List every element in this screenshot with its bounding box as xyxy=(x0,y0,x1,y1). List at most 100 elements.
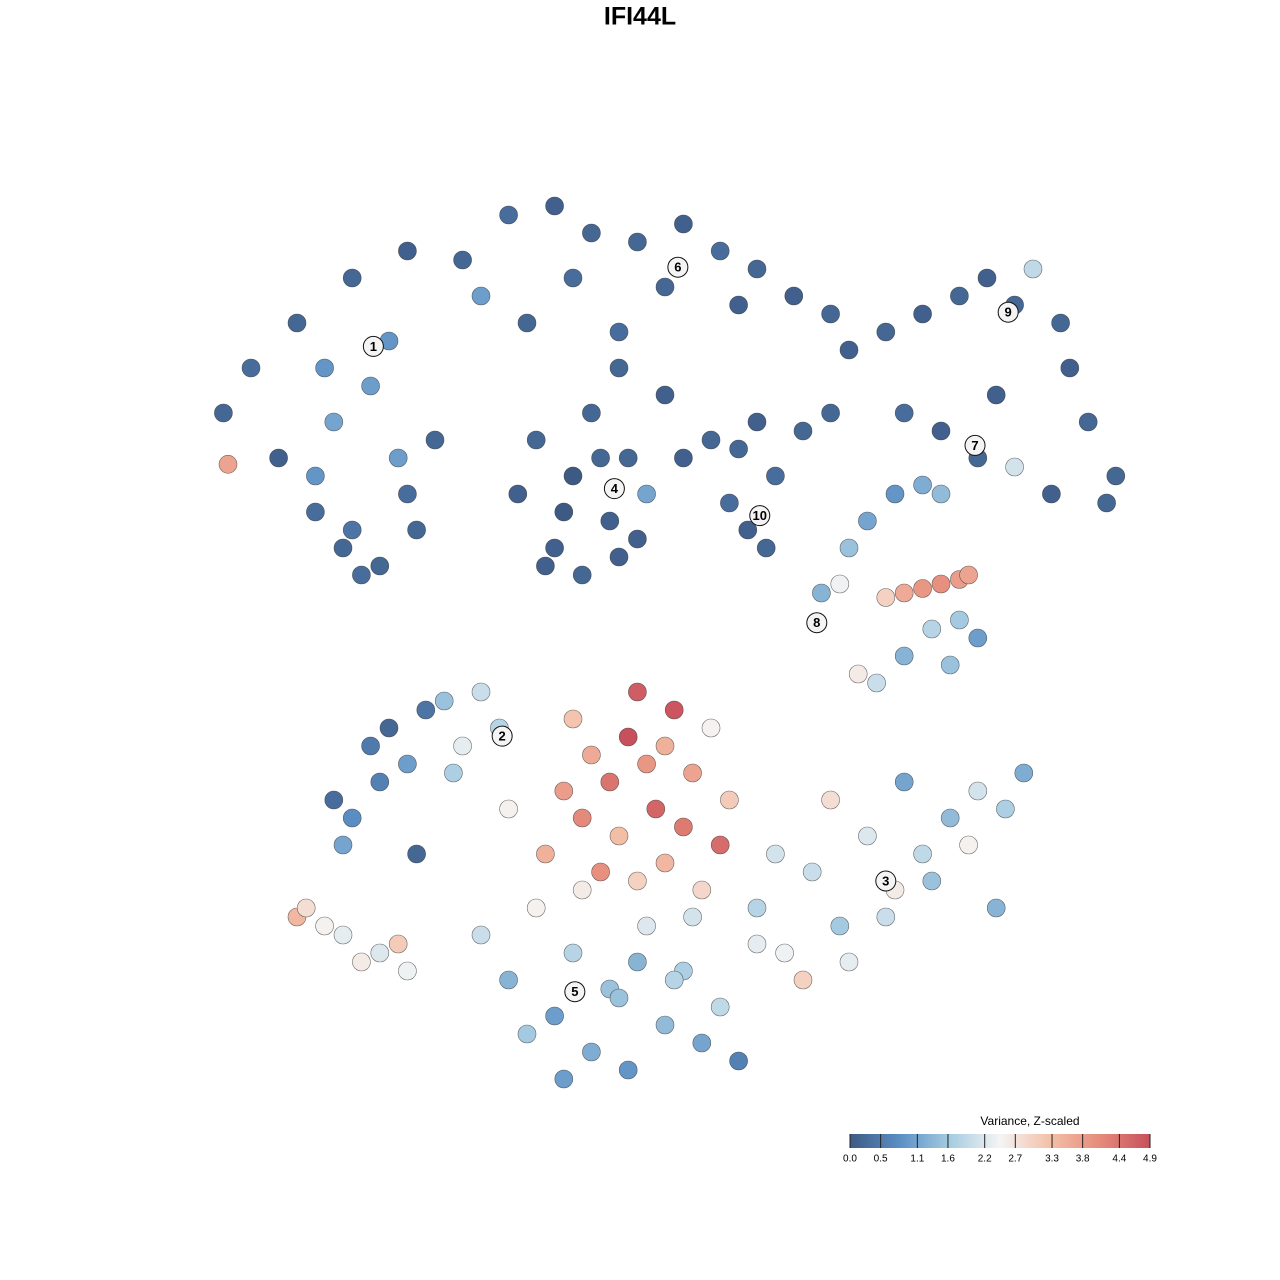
point xyxy=(968,781,988,801)
colorbar-tick-label: 0.0 xyxy=(843,1154,857,1165)
point xyxy=(821,790,840,810)
point xyxy=(885,484,905,504)
point xyxy=(655,1015,675,1035)
point xyxy=(931,484,951,504)
point xyxy=(499,970,518,990)
point xyxy=(1106,466,1126,486)
point xyxy=(628,529,647,549)
point xyxy=(628,871,647,891)
cluster-label: 7 xyxy=(971,438,978,453)
point xyxy=(729,439,748,459)
point xyxy=(379,718,399,738)
point xyxy=(664,700,684,720)
point xyxy=(517,1024,537,1044)
point xyxy=(269,448,288,468)
point xyxy=(591,448,610,468)
point xyxy=(729,295,748,315)
point xyxy=(913,304,932,324)
colorbar-tick-label: 4.9 xyxy=(1143,1154,1157,1165)
point xyxy=(628,952,647,972)
cluster-badge xyxy=(564,981,586,1003)
point xyxy=(526,898,546,918)
point xyxy=(342,520,362,540)
point xyxy=(306,502,325,522)
point xyxy=(618,1060,638,1080)
point xyxy=(664,970,684,990)
point xyxy=(839,340,859,360)
point xyxy=(398,484,417,504)
colorbar-tick-label: 3.8 xyxy=(1076,1154,1090,1165)
point xyxy=(554,781,574,801)
point xyxy=(517,313,537,333)
point xyxy=(710,997,730,1017)
cluster-badge xyxy=(875,870,897,892)
point xyxy=(913,844,932,864)
point xyxy=(986,898,1006,918)
point xyxy=(802,862,822,882)
colorbar: Variance, Z-scaled 0.0 0.5 1.1 1.6 2.2 2.7 3.3 3… xyxy=(843,1114,1157,1164)
point xyxy=(508,484,528,504)
point xyxy=(1097,493,1116,513)
point xyxy=(499,799,518,819)
point xyxy=(600,772,620,792)
point xyxy=(747,412,767,432)
point xyxy=(398,754,417,774)
colorbar-tick-label: 4.4 xyxy=(1112,1154,1126,1165)
point xyxy=(563,709,583,729)
point xyxy=(554,1069,574,1089)
point xyxy=(913,579,932,598)
point xyxy=(756,538,776,558)
point xyxy=(986,385,1006,405)
point xyxy=(821,304,840,324)
point xyxy=(793,970,813,990)
point xyxy=(609,322,629,342)
cluster-badge xyxy=(806,612,828,634)
point xyxy=(407,844,426,864)
point xyxy=(793,421,813,441)
point xyxy=(784,286,804,306)
point xyxy=(471,682,491,702)
cluster-label: 8 xyxy=(813,615,820,630)
point xyxy=(342,268,362,288)
point xyxy=(894,646,914,666)
cluster-label: 6 xyxy=(674,260,681,275)
colorbar-gradient xyxy=(850,1134,1150,1148)
point xyxy=(554,502,574,522)
point xyxy=(959,565,978,585)
cluster-badge xyxy=(362,335,384,357)
point xyxy=(582,745,601,765)
point xyxy=(582,403,601,423)
cluster-badge xyxy=(491,725,513,747)
cluster-labels: 1 2 3 4 5 6 7 8 9 10 xyxy=(362,256,1019,1003)
point xyxy=(214,403,233,423)
point xyxy=(922,871,942,891)
point xyxy=(876,588,896,607)
point xyxy=(315,358,334,378)
point xyxy=(940,655,960,675)
point xyxy=(637,916,656,936)
point xyxy=(398,241,417,261)
point xyxy=(839,952,859,972)
point xyxy=(858,511,877,531)
point xyxy=(821,403,840,423)
chart-title: IFI44L xyxy=(604,3,676,31)
point xyxy=(453,736,472,756)
point xyxy=(471,925,491,945)
point xyxy=(839,538,859,558)
point xyxy=(692,880,712,900)
point xyxy=(931,421,951,441)
points xyxy=(214,196,1126,1089)
point xyxy=(591,862,610,882)
point xyxy=(296,898,316,918)
point xyxy=(1005,457,1024,477)
point xyxy=(499,205,518,225)
point xyxy=(637,754,656,774)
colorbar-title: Variance, Z-scaled xyxy=(980,1114,1079,1128)
point xyxy=(959,835,978,855)
point xyxy=(609,826,629,846)
point xyxy=(434,691,454,711)
point xyxy=(545,538,564,558)
point xyxy=(609,988,629,1008)
point xyxy=(425,430,445,450)
